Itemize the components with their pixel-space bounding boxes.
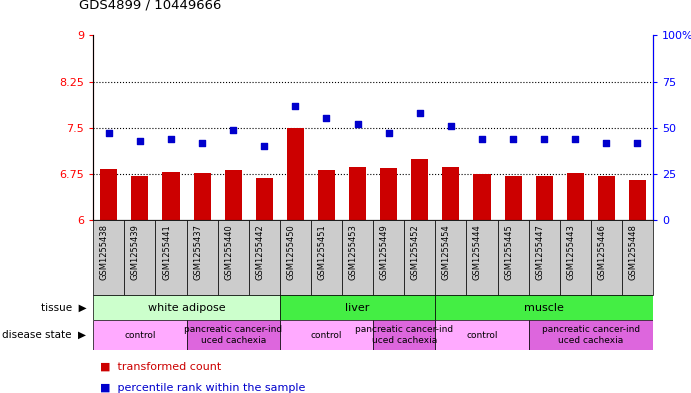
Text: GSM1255441: GSM1255441	[162, 224, 171, 279]
Bar	[93, 220, 124, 295]
Bar	[287, 128, 304, 220]
Point	[352, 121, 363, 127]
Text: tissue  ▶: tissue ▶	[41, 303, 86, 312]
Text: GDS4899 / 10449666: GDS4899 / 10449666	[79, 0, 222, 12]
Bar	[473, 174, 491, 220]
Text: ■  percentile rank within the sample: ■ percentile rank within the sample	[100, 383, 305, 393]
Bar	[629, 180, 646, 220]
Text: GSM1255440: GSM1255440	[224, 224, 233, 279]
Point	[227, 127, 239, 133]
Bar	[256, 178, 273, 220]
Text: control: control	[124, 331, 155, 340]
Text: GSM1255451: GSM1255451	[317, 224, 326, 279]
Bar	[349, 167, 366, 220]
Point	[321, 116, 332, 122]
Bar	[100, 169, 117, 220]
Bar	[280, 220, 311, 295]
Bar	[622, 220, 653, 295]
Point	[476, 136, 487, 142]
Text: GSM1255448: GSM1255448	[628, 224, 637, 280]
Bar	[225, 170, 242, 220]
Point	[166, 136, 177, 142]
Bar	[411, 158, 428, 220]
Point	[507, 136, 518, 142]
Bar	[536, 176, 553, 220]
Text: pancreatic cancer-ind
uced cachexia: pancreatic cancer-ind uced cachexia	[184, 325, 283, 345]
Point	[415, 110, 426, 116]
Text: GSM1255450: GSM1255450	[286, 224, 296, 279]
Text: pancreatic cancer-ind
uced cachexia: pancreatic cancer-ind uced cachexia	[355, 325, 453, 345]
Point	[104, 130, 115, 136]
Text: disease state  ▶: disease state ▶	[2, 330, 86, 340]
Bar	[373, 220, 404, 295]
Text: control: control	[466, 331, 498, 340]
Bar	[124, 220, 155, 295]
Text: muscle: muscle	[524, 303, 564, 312]
Bar	[591, 220, 622, 295]
Bar	[466, 220, 498, 295]
Bar	[435, 295, 653, 320]
Bar	[435, 320, 529, 350]
Text: GSM1255442: GSM1255442	[255, 224, 264, 279]
Point	[445, 123, 456, 129]
Text: GSM1255437: GSM1255437	[193, 224, 202, 280]
Point	[258, 143, 269, 149]
Bar	[187, 220, 218, 295]
Bar	[342, 220, 373, 295]
Text: ■  transformed count: ■ transformed count	[100, 362, 221, 371]
Bar	[529, 220, 560, 295]
Text: GSM1255443: GSM1255443	[566, 224, 575, 280]
Point	[539, 136, 550, 142]
Text: GSM1255439: GSM1255439	[131, 224, 140, 280]
Point	[290, 103, 301, 109]
Text: GSM1255454: GSM1255454	[442, 224, 451, 279]
Bar	[193, 173, 211, 220]
Bar	[404, 220, 435, 295]
Bar	[131, 176, 149, 220]
Text: GSM1255453: GSM1255453	[348, 224, 358, 280]
Bar	[560, 220, 591, 295]
Point	[600, 140, 612, 146]
Text: GSM1255444: GSM1255444	[473, 224, 482, 279]
Point	[196, 140, 207, 146]
Bar	[504, 176, 522, 220]
Bar	[155, 220, 187, 295]
Bar	[567, 173, 584, 220]
Text: GSM1255449: GSM1255449	[379, 224, 388, 279]
Bar	[249, 220, 280, 295]
Bar	[435, 220, 466, 295]
Bar	[529, 320, 653, 350]
Bar	[280, 320, 373, 350]
Text: GSM1255446: GSM1255446	[597, 224, 606, 280]
Text: liver: liver	[346, 303, 370, 312]
Bar	[280, 295, 435, 320]
Bar	[218, 220, 249, 295]
Text: GSM1255445: GSM1255445	[504, 224, 513, 279]
Bar	[318, 170, 335, 220]
Bar	[187, 320, 280, 350]
Bar	[93, 320, 187, 350]
Text: GSM1255452: GSM1255452	[410, 224, 420, 279]
Point	[569, 136, 580, 142]
Point	[383, 130, 394, 136]
Bar	[498, 220, 529, 295]
Bar	[373, 320, 435, 350]
Point	[134, 138, 145, 144]
Bar	[380, 168, 397, 220]
Bar	[442, 167, 460, 220]
Text: control: control	[311, 331, 342, 340]
Text: GSM1255447: GSM1255447	[535, 224, 545, 280]
Text: white adipose: white adipose	[148, 303, 225, 312]
Bar	[598, 176, 615, 220]
Point	[632, 140, 643, 146]
Bar	[162, 172, 180, 220]
Bar	[93, 295, 280, 320]
Bar	[311, 220, 342, 295]
Text: GSM1255438: GSM1255438	[100, 224, 109, 280]
Text: pancreatic cancer-ind
uced cachexia: pancreatic cancer-ind uced cachexia	[542, 325, 640, 345]
